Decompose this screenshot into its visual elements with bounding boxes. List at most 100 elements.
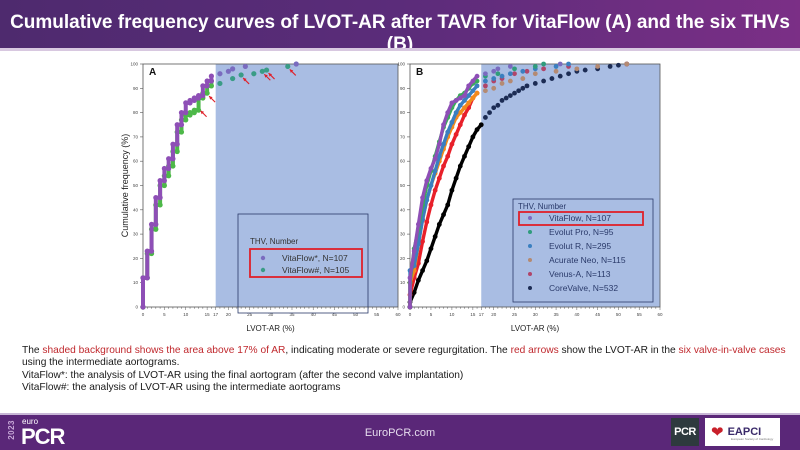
data-point: [217, 71, 223, 77]
y-tick-label: 50: [133, 183, 139, 188]
series-segment: [446, 188, 454, 207]
figure-caption: The shaded background shows the area abo…: [22, 345, 792, 395]
data-point: [217, 80, 223, 87]
legend-marker-venus-a: [528, 272, 532, 276]
data-point: [230, 66, 236, 72]
series-corevalve: [407, 61, 630, 310]
x-tick-label: 45: [332, 312, 338, 317]
x-tick-label: 5: [163, 312, 166, 317]
data-point: [259, 68, 265, 74]
x-tick-label: 35: [289, 312, 295, 317]
data-point: [524, 83, 530, 89]
legend-marker-vitaflow-star: [260, 255, 266, 261]
series-segment: [446, 120, 454, 134]
data-point: [532, 64, 538, 69]
legend-marker-corevalve: [528, 286, 532, 290]
legend-label-vitaflow-hash: VitaFlow#, N=105: [282, 265, 349, 275]
y-tick-label: 20: [133, 256, 139, 261]
panel-a-x-axis-label: LVOT-AR (%): [246, 324, 295, 333]
x-tick-label: 25: [247, 312, 253, 317]
series-segment: [420, 178, 429, 200]
data-point: [512, 90, 517, 96]
y-tick-label: 90: [133, 86, 139, 91]
data-point: [595, 64, 601, 69]
caption-highlight-viv: six valve-in-valve cases: [678, 345, 786, 356]
y-tick-label: 60: [400, 159, 406, 164]
data-point: [541, 78, 547, 84]
panel-a-legend-box: [237, 213, 369, 314]
panel-a-y-axis: 0 10 20 30 40 50 60 70 80 90 100: [130, 62, 143, 310]
legend-marker-acurate-neo: [528, 258, 532, 262]
legend-marker-vitaflow-hash: [260, 267, 266, 273]
series-segment: [420, 259, 429, 273]
panel-a-legend-highlight: [249, 248, 363, 278]
pcr-logo: PCR: [671, 418, 699, 446]
series-segment: [437, 142, 446, 159]
panel-b-x-axis: 0 5 10 15 17 20 25 30 35 40 45 50 55 60: [409, 307, 663, 317]
data-point: [557, 61, 563, 67]
caption-text: show the LVOT-AR in the: [558, 345, 679, 356]
series-segment: [441, 130, 450, 146]
series-segment: [454, 123, 462, 137]
x-tick-label: 60: [395, 312, 401, 317]
data-point: [566, 71, 571, 77]
x-tick-label: 35: [554, 312, 560, 317]
data-point: [507, 64, 513, 69]
slide-footer: [0, 415, 800, 450]
panel-b-legend-title: THV, Number: [518, 202, 567, 211]
series-segment: [420, 198, 429, 222]
data-point: [230, 75, 236, 82]
series-segment: [412, 278, 421, 295]
series-segment: [416, 239, 425, 265]
x-tick-label: 50: [616, 312, 622, 317]
x-tick-label: 30: [268, 312, 274, 317]
series-segment: [416, 195, 425, 227]
panel-a: 0 10 20 30 40 50 60 70 80 90 100 0 5 10 15 17 20 25 30 35 4…: [120, 61, 401, 333]
x-tick-label: 25: [512, 312, 518, 317]
eapci-logo: ❤ EAPCI European Society of Cardiology: [705, 418, 780, 446]
data-point: [532, 71, 538, 77]
legend-label-evolut-pro: Evolut Pro, N=95: [549, 227, 614, 237]
red-arrow-head: [289, 69, 294, 73]
data-point: [582, 67, 588, 73]
data-point: [624, 61, 630, 67]
red-arrow-head: [268, 73, 273, 77]
data-point: [483, 71, 488, 77]
data-point: [293, 61, 299, 67]
caption-line-1: The shaded background shows the area abo…: [22, 345, 792, 370]
x-tick-label: 10: [449, 312, 455, 317]
panel-a-x-axis: 0 5 10 15 17 20 25 30 35 40 45 50 55 60: [142, 307, 401, 317]
red-arrow-head: [200, 110, 205, 115]
x-tick-label: 30: [533, 312, 539, 317]
series-segment: [475, 123, 483, 132]
series-segment: [446, 142, 454, 159]
data-point: [483, 115, 488, 120]
panel-b-shaded-region: [481, 64, 660, 307]
series-vitaflow-: [140, 61, 299, 310]
y-tick-label: 60: [133, 159, 139, 164]
series-segment: [471, 84, 479, 93]
series-segment: [412, 222, 421, 253]
data-point: [520, 76, 526, 81]
data-point: [285, 63, 291, 70]
data-point: [507, 93, 513, 98]
data-point: [491, 85, 497, 91]
series-segment: [429, 234, 437, 251]
y-tick-label: 80: [133, 110, 139, 115]
data-point: [574, 66, 580, 72]
footer-website-link[interactable]: EuroPCR.com: [364, 427, 436, 439]
series-segment: [429, 188, 437, 207]
y-tick-label: 20: [400, 256, 406, 261]
data-point: [549, 76, 555, 81]
panel-b-series: [407, 61, 630, 310]
legend-label-vitaflow: VitaFlow, N=107: [549, 213, 611, 223]
panel-a-y-axis-label: Cumulative frequency (%): [120, 134, 130, 238]
data-point: [225, 68, 231, 74]
y-tick-label: 70: [400, 134, 406, 139]
series-segment: [462, 84, 471, 98]
panel-b: 0 10 20 30 40 50 60 70 80 90 100 0 5 10 15 17 20 25 30 35 4…: [397, 62, 663, 334]
series-segment: [429, 157, 437, 171]
y-tick-label: 30: [133, 232, 139, 237]
y-tick-label: 90: [400, 86, 406, 91]
data-point: [503, 95, 509, 101]
